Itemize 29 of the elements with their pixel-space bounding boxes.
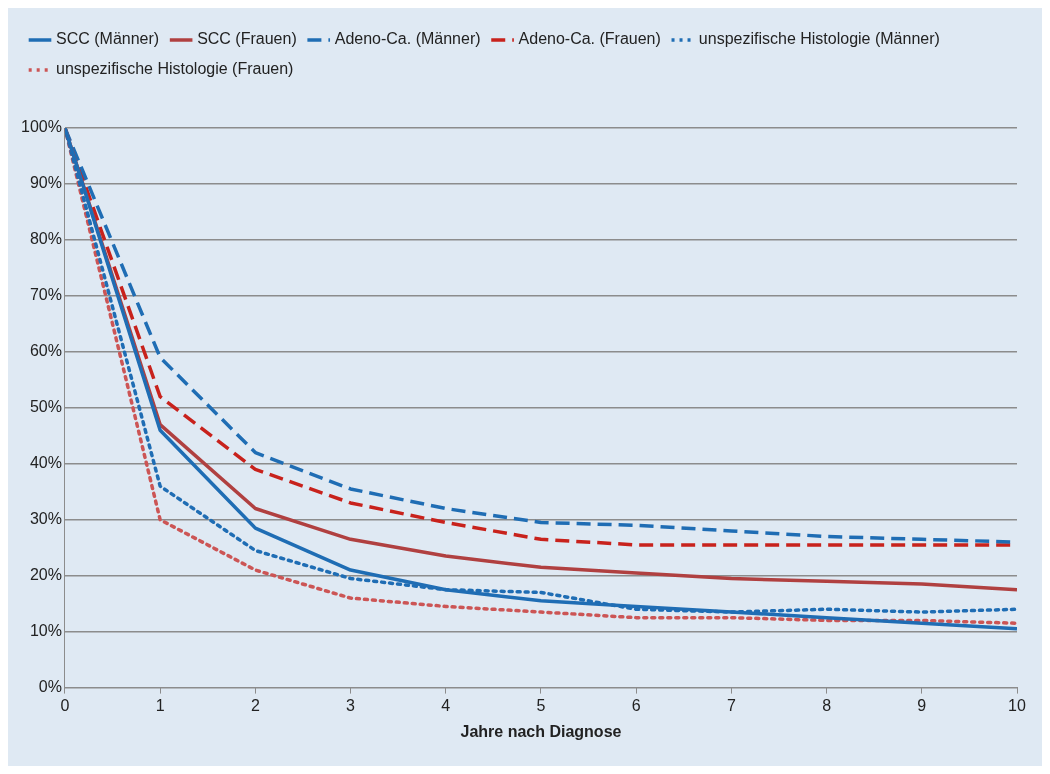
x-tick-label: 0 bbox=[60, 696, 70, 714]
x-axis-title: Jahre nach Diagnose bbox=[460, 722, 622, 740]
y-tick-label: 10% bbox=[29, 622, 62, 640]
legend-label: Adeno-Ca. (Männer) bbox=[334, 30, 481, 48]
legend-label: SCC (Männer) bbox=[56, 30, 160, 48]
x-tick-label: 7 bbox=[726, 696, 736, 714]
y-tick-label: 60% bbox=[29, 342, 62, 360]
y-tick-label: 50% bbox=[29, 398, 62, 416]
legend-label: Adeno-Ca. (Frauen) bbox=[518, 30, 661, 48]
y-tick-label: 100% bbox=[21, 118, 62, 136]
x-tick-label: 2 bbox=[250, 696, 260, 714]
x-tick-label: 5 bbox=[536, 696, 546, 714]
legend-label: unspezifische Histologie (Männer) bbox=[698, 30, 940, 48]
x-tick-label: 3 bbox=[346, 696, 356, 714]
y-tick-label: 20% bbox=[29, 566, 62, 584]
y-tick-label: 40% bbox=[29, 454, 62, 472]
x-tick-label: 6 bbox=[631, 696, 641, 714]
y-tick-label: 80% bbox=[29, 230, 62, 248]
y-tick-label: 0% bbox=[38, 678, 62, 696]
y-tick-label: 30% bbox=[29, 510, 62, 528]
y-tick-label: 70% bbox=[29, 286, 62, 304]
x-tick-label: 1 bbox=[155, 696, 165, 714]
x-tick-label: 4 bbox=[441, 696, 451, 714]
x-tick-label: 9 bbox=[917, 696, 927, 714]
legend-label: SCC (Frauen) bbox=[197, 30, 297, 48]
x-tick-label: 10 bbox=[1008, 696, 1026, 714]
legend-label: unspezifische Histologie (Frauen) bbox=[56, 60, 294, 78]
x-tick-label: 8 bbox=[822, 696, 832, 714]
y-tick-label: 90% bbox=[29, 174, 62, 192]
